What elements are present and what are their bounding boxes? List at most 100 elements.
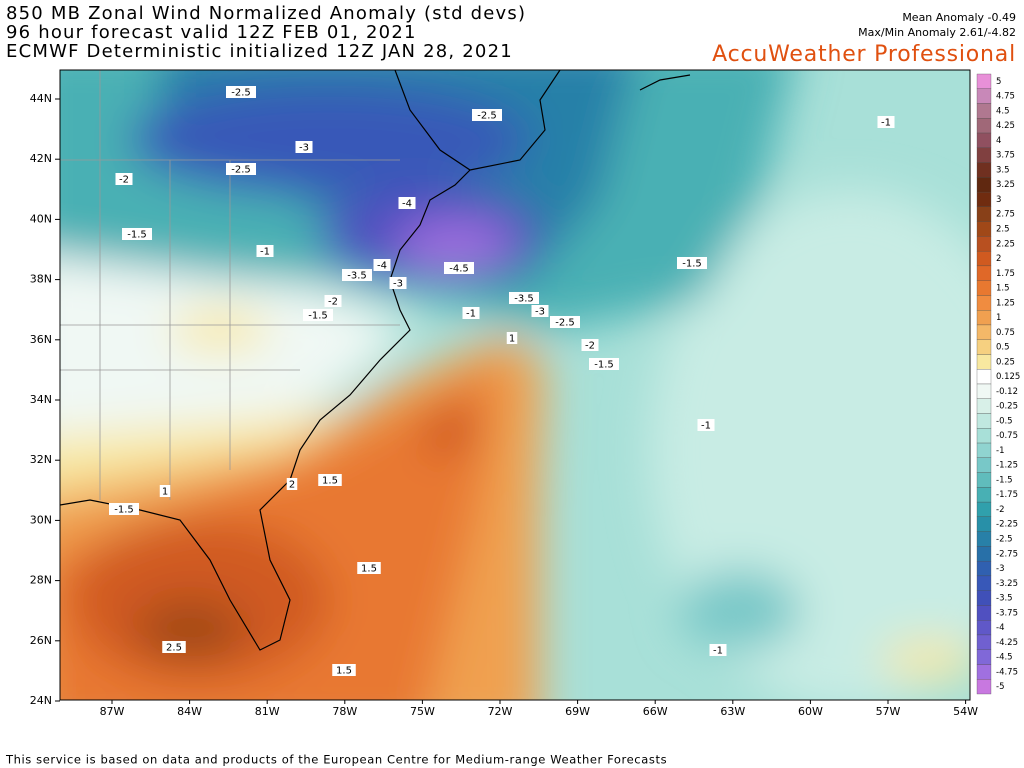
contour-label: 2 — [289, 480, 295, 491]
contour-label: -2 — [585, 341, 595, 352]
colorbar-cell — [976, 369, 992, 385]
lon-label: 60W — [798, 705, 823, 718]
colorbar-cell — [976, 398, 992, 414]
colorbar-label: 1.75 — [996, 269, 1015, 279]
colorbar-label: 0.75 — [996, 328, 1015, 338]
contour-label: 1.5 — [322, 476, 338, 487]
colorbar-label: -1 — [996, 446, 1004, 456]
colorbar-cell — [976, 575, 992, 591]
labels: 850 MB Zonal Wind Normalized Anomaly (st… — [5, 3, 1020, 767]
contour-label: -1 — [701, 421, 711, 432]
contour-label-box — [162, 641, 186, 653]
contour-label-box — [472, 109, 502, 121]
colorbar-label: 2.75 — [996, 210, 1015, 220]
contour-label-box — [444, 262, 474, 274]
colorbar-cell — [976, 177, 992, 193]
title-line: 96 hour forecast valid 12Z FEB 01, 2021 — [6, 22, 417, 43]
contour-label: -2 — [328, 297, 338, 308]
colorbar-label: -3.75 — [996, 608, 1018, 618]
colorbar-cell — [976, 162, 992, 178]
colorbar-cell — [976, 605, 992, 621]
contour-label-box — [295, 141, 313, 153]
contour-label: -1 — [466, 309, 476, 320]
contour-label-box — [159, 485, 171, 497]
colorbar-label: 4.5 — [996, 106, 1010, 116]
colorbar-label: 1.5 — [996, 284, 1010, 294]
colorbar-cell — [976, 442, 992, 458]
colorbar-cell — [976, 310, 992, 326]
colorbar-label: 2 — [996, 254, 1001, 264]
lon-label: 81W — [255, 705, 280, 718]
colorbar-label: 0.5 — [996, 343, 1010, 353]
colorbar-cell — [976, 590, 992, 606]
contour-label: 2.5 — [166, 643, 182, 654]
contour-label: -2.5 — [477, 111, 497, 122]
colorbar-label: -0.12 — [996, 387, 1018, 397]
contour-label-box — [115, 173, 133, 185]
contour-label: -3 — [393, 279, 403, 290]
colorbar-label: -1.75 — [996, 490, 1018, 500]
colorbar-cell — [976, 428, 992, 444]
colorbar-label: -3.5 — [996, 594, 1013, 604]
contour-label-box — [550, 316, 580, 328]
colorbar-label: 0.25 — [996, 357, 1015, 367]
contour-label-box — [109, 503, 139, 515]
lat-label: 26N — [30, 634, 52, 647]
lon-label: 69W — [565, 705, 590, 718]
contour-label-box — [286, 478, 298, 490]
colorbar-label: 1.25 — [996, 298, 1015, 308]
contour-label-box — [506, 332, 518, 344]
map-frame — [59, 69, 971, 701]
colorbar-cell — [976, 295, 992, 311]
contour-label-box — [226, 163, 256, 175]
colorbar-cell — [976, 354, 992, 370]
contour-label-box — [697, 419, 715, 431]
colorbar-cell — [976, 280, 992, 296]
contour-label: 1 — [509, 334, 515, 345]
lon-label: 78W — [332, 705, 357, 718]
colorbar-cell — [976, 236, 992, 252]
colorbar-cell — [976, 457, 992, 473]
colorbar-label: 5 — [996, 77, 1001, 87]
contour-label-box — [677, 257, 707, 269]
colorbar-label: -4.75 — [996, 667, 1018, 677]
colorbar-cell — [976, 620, 992, 636]
contour-label-box — [589, 358, 619, 370]
colorbar-cell — [976, 103, 992, 119]
colorbar-label: -3 — [996, 564, 1004, 574]
lat-label: 42N — [30, 152, 52, 165]
colorbar-cell — [976, 265, 992, 281]
contour-label: -1 — [881, 118, 891, 129]
lat-label: 32N — [30, 453, 52, 466]
state-borders — [60, 70, 400, 500]
colorbar-label: -2.75 — [996, 549, 1018, 559]
colorbar-cell — [976, 118, 992, 134]
colorbar-label: 3.25 — [996, 180, 1015, 190]
colorbar-cell — [976, 73, 992, 89]
colorbar-cell — [976, 191, 992, 208]
colorbar-label: 0.125 — [996, 372, 1020, 382]
lat-label: 36N — [30, 333, 52, 346]
colorbar-cell — [976, 487, 992, 503]
colorbar-label: -0.5 — [996, 416, 1013, 426]
lat-label: 24N — [30, 694, 52, 707]
colorbar-label: 2.5 — [996, 225, 1010, 235]
colorbar-cell — [976, 206, 992, 222]
colorbar-cell — [976, 339, 992, 355]
colorbar-label: 3 — [996, 195, 1001, 205]
lat-label: 44N — [30, 92, 52, 105]
contour-label: -4 — [377, 261, 387, 272]
contour-label-box — [122, 228, 152, 240]
lon-label: 66W — [643, 705, 668, 718]
lat-label: 34N — [30, 393, 52, 406]
colorbar-label: 4.75 — [996, 92, 1015, 102]
colorbar-cell — [976, 250, 992, 267]
colorbar-label: -4 — [996, 623, 1004, 633]
contour-label-box — [357, 562, 381, 574]
colorbar-cell — [976, 634, 992, 650]
coastline — [60, 70, 691, 651]
colorbar-label: 4.25 — [996, 121, 1015, 131]
colorbar-label: 1 — [996, 313, 1001, 323]
colorbar-cell — [976, 531, 992, 547]
